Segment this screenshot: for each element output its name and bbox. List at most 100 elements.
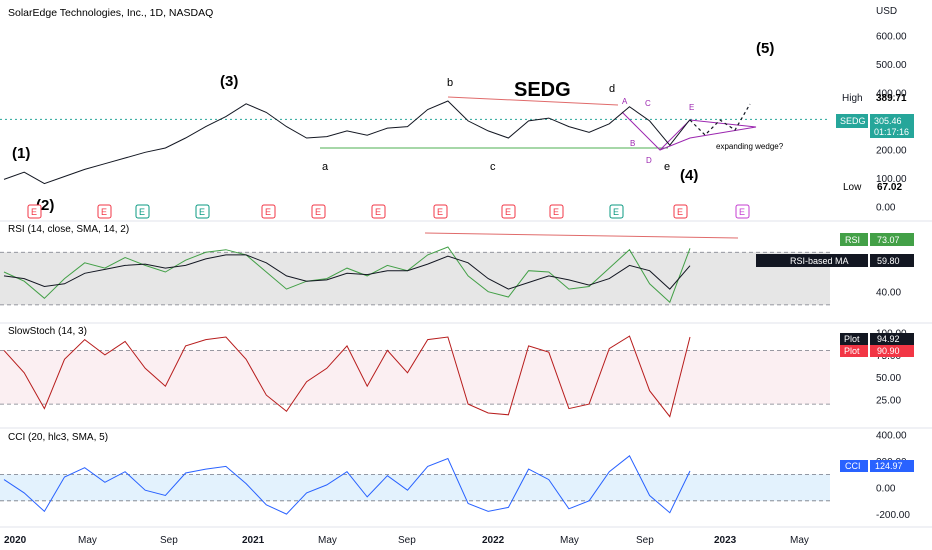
high-value: 389.71 xyxy=(876,93,907,104)
rsi-ma-tag xyxy=(756,254,868,267)
subwave-e-label: E xyxy=(689,103,694,112)
bar-countdown: 01:17:16 xyxy=(874,127,909,137)
stoch-band xyxy=(0,350,830,405)
rsi-line xyxy=(3,246,691,304)
earnings-marker[interactable] xyxy=(371,204,386,219)
last-symbol-tag xyxy=(836,114,868,128)
earnings-marker[interactable] xyxy=(311,204,326,219)
earnings-marker[interactable] xyxy=(433,204,448,219)
stoch-d-label: Plot xyxy=(844,346,860,356)
rsi-last-label: RSI xyxy=(845,235,860,245)
wave-4-label: (4) xyxy=(680,167,698,184)
price-y-tick-label: 600.00 xyxy=(876,31,907,42)
earnings-marker[interactable] xyxy=(549,204,564,219)
currency-label: USD xyxy=(876,6,897,17)
stoch-line xyxy=(3,335,691,418)
wave-b-label: b xyxy=(447,77,453,89)
x-tick-label: May xyxy=(790,535,809,546)
indicator-y-tick-label: 50.00 xyxy=(876,373,901,384)
cci-tag xyxy=(840,460,868,472)
rsi-tag xyxy=(840,233,868,246)
earnings-marker[interactable] xyxy=(195,204,210,219)
earnings-marker[interactable] xyxy=(609,204,624,219)
cci-last-value: 124.97 xyxy=(875,461,903,471)
sedg-title: SEDG xyxy=(514,79,571,101)
x-tick-label: 2022 xyxy=(482,535,505,546)
rsi-ma-value: 59.80 xyxy=(877,256,900,266)
x-tick-label: May xyxy=(78,535,97,546)
earnings-marker-label: E xyxy=(437,207,443,217)
wave-1-label: (1) xyxy=(12,145,30,162)
stoch-d-value-tag xyxy=(870,345,914,357)
last-symbol-label: SEDG xyxy=(840,116,866,126)
x-tick-label: Sep xyxy=(160,535,178,546)
earnings-marker-label: E xyxy=(375,207,381,217)
price-y-tick-label: 100.00 xyxy=(876,174,907,185)
cci-band xyxy=(0,474,830,501)
low-label: Low xyxy=(843,182,862,193)
price-pane: SolarEdge Technologies, Inc., 1D, NASDAQ… xyxy=(0,6,914,219)
cci-line xyxy=(3,455,691,515)
earnings-marker-label: E xyxy=(31,207,37,217)
x-tick-label: Sep xyxy=(398,535,416,546)
earnings-marker-future-label: E xyxy=(739,207,745,217)
wave-c-label: c xyxy=(490,161,496,173)
earnings-marker-label: E xyxy=(553,207,559,217)
earnings-marker[interactable] xyxy=(261,204,276,219)
stoch-d-value: 90.90 xyxy=(877,346,900,356)
high-label: High xyxy=(842,93,863,104)
wave-a-label: a xyxy=(322,161,329,173)
x-tick-label: 2021 xyxy=(242,535,265,546)
earnings-marker[interactable] xyxy=(135,204,150,219)
subwave-d-label: D xyxy=(646,156,652,165)
rsi-ma-value-tag xyxy=(870,254,914,267)
x-tick-label: 2020 xyxy=(4,535,27,546)
wave-e-label: e xyxy=(664,161,670,173)
price-y-tick-label: 0.00 xyxy=(876,202,896,213)
rsi-band xyxy=(0,252,830,305)
cci-value-tag xyxy=(870,460,914,472)
earnings-marker-label: E xyxy=(613,207,619,217)
cci-title: CCI (20, hlc3, SMA, 5) xyxy=(8,432,108,443)
low-value: 67.02 xyxy=(877,182,902,193)
cci-last-label: CCI xyxy=(845,461,861,471)
subwave-a-label: A xyxy=(622,97,628,106)
rsi-last-value: 73.07 xyxy=(877,235,900,245)
chart-title: SolarEdge Technologies, Inc., 1D, NASDAQ xyxy=(8,7,213,19)
earnings-marker[interactable] xyxy=(673,204,688,219)
x-tick-label: May xyxy=(560,535,579,546)
indicator-y-tick-label: 400.00 xyxy=(876,431,907,442)
earnings-marker-label: E xyxy=(199,207,205,217)
time-axis[interactable]: 2020 May Sep 2021 May Sep 2022 May Sep 2023 May xyxy=(4,535,809,546)
stoch-d-tag xyxy=(840,345,868,357)
x-tick-label: May xyxy=(318,535,337,546)
price-annotation-lines xyxy=(0,96,830,151)
wave-3-label: (3) xyxy=(220,73,238,90)
projection-path xyxy=(689,103,751,136)
indicator-y-tick-label: 40.00 xyxy=(876,288,901,299)
resistance-line xyxy=(447,96,619,106)
earnings-marker[interactable] xyxy=(27,204,42,219)
earnings-marker[interactable] xyxy=(501,204,516,219)
rsi-ma-label: RSI-based MA xyxy=(790,256,849,266)
rsi-ma-line xyxy=(3,254,691,290)
indicator-y-tick-label: 25.00 xyxy=(876,396,901,407)
stoch-title: SlowStoch (14, 3) xyxy=(8,326,87,337)
stoch-k-tag xyxy=(840,333,868,345)
earnings-marker-label: E xyxy=(139,207,145,217)
last-price-tag xyxy=(870,114,914,138)
stoch-pane: SlowStoch (14, 3) 100.0075.0050.0025.00 … xyxy=(0,322,932,418)
x-tick-label: Sep xyxy=(636,535,654,546)
price-y-tick-label: 400.00 xyxy=(876,88,907,99)
price-y-tick-label: 200.00 xyxy=(876,145,907,156)
stoch-k-value: 94.92 xyxy=(877,334,900,344)
earnings-marker-future[interactable] xyxy=(735,204,750,219)
stoch-k-label: Plot xyxy=(844,334,860,344)
wedge-lines xyxy=(621,111,757,151)
earnings-marker[interactable] xyxy=(97,204,112,219)
earnings-marker-label: E xyxy=(315,207,321,217)
rsi-title: RSI (14, close, SMA, 14, 2) xyxy=(8,224,129,235)
